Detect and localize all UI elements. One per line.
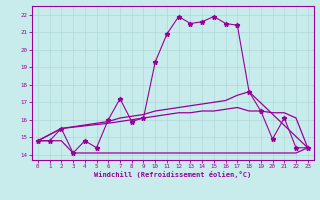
X-axis label: Windchill (Refroidissement éolien,°C): Windchill (Refroidissement éolien,°C) [94,171,252,178]
